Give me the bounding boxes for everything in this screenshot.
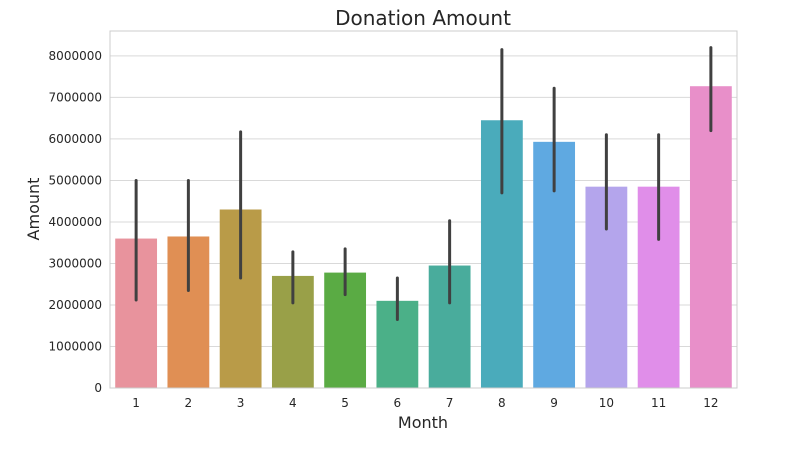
- y-tick-label: 4000000: [49, 215, 102, 229]
- x-tick-label: 9: [550, 396, 558, 410]
- y-tick-label: 6000000: [49, 132, 102, 146]
- x-tick-label: 8: [498, 396, 506, 410]
- chart-title: Donation Amount: [335, 6, 511, 30]
- x-tick-label: 11: [651, 396, 666, 410]
- x-tick-label: 1: [132, 396, 140, 410]
- x-tick-label: 7: [446, 396, 454, 410]
- x-tick-label: 3: [237, 396, 245, 410]
- x-tick-label: 2: [185, 396, 193, 410]
- x-axis-label: Month: [398, 413, 448, 432]
- bar-layer: [115, 86, 732, 389]
- y-tick-label: 1000000: [49, 339, 102, 353]
- bar-month-12: [689, 86, 732, 389]
- y-axis-label: Amount: [24, 178, 43, 241]
- y-tick-labels: 0 1000000 2000000 3000000 4000000 5000000 6000…: [49, 49, 102, 395]
- x-tick-label: 10: [599, 396, 614, 410]
- x-tick-label: 12: [703, 396, 718, 410]
- y-tick-label: 2000000: [49, 298, 102, 312]
- y-tick-label: 7000000: [49, 90, 102, 104]
- x-tick-label: 5: [341, 396, 349, 410]
- plot-frame: [109, 30, 738, 389]
- x-tick-labels: 1 2 3 4 5 6 7 8 9 10 11 12: [132, 396, 718, 410]
- x-tick-label: 4: [289, 396, 297, 410]
- grid-layer: [110, 55, 737, 389]
- y-tick-label: 5000000: [49, 173, 102, 187]
- error-layer: [134, 46, 713, 322]
- y-tick-label: 8000000: [49, 49, 102, 63]
- y-tick-label: 3000000: [49, 256, 102, 270]
- y-tick-label: 0: [94, 381, 102, 395]
- x-tick-label: 6: [394, 396, 402, 410]
